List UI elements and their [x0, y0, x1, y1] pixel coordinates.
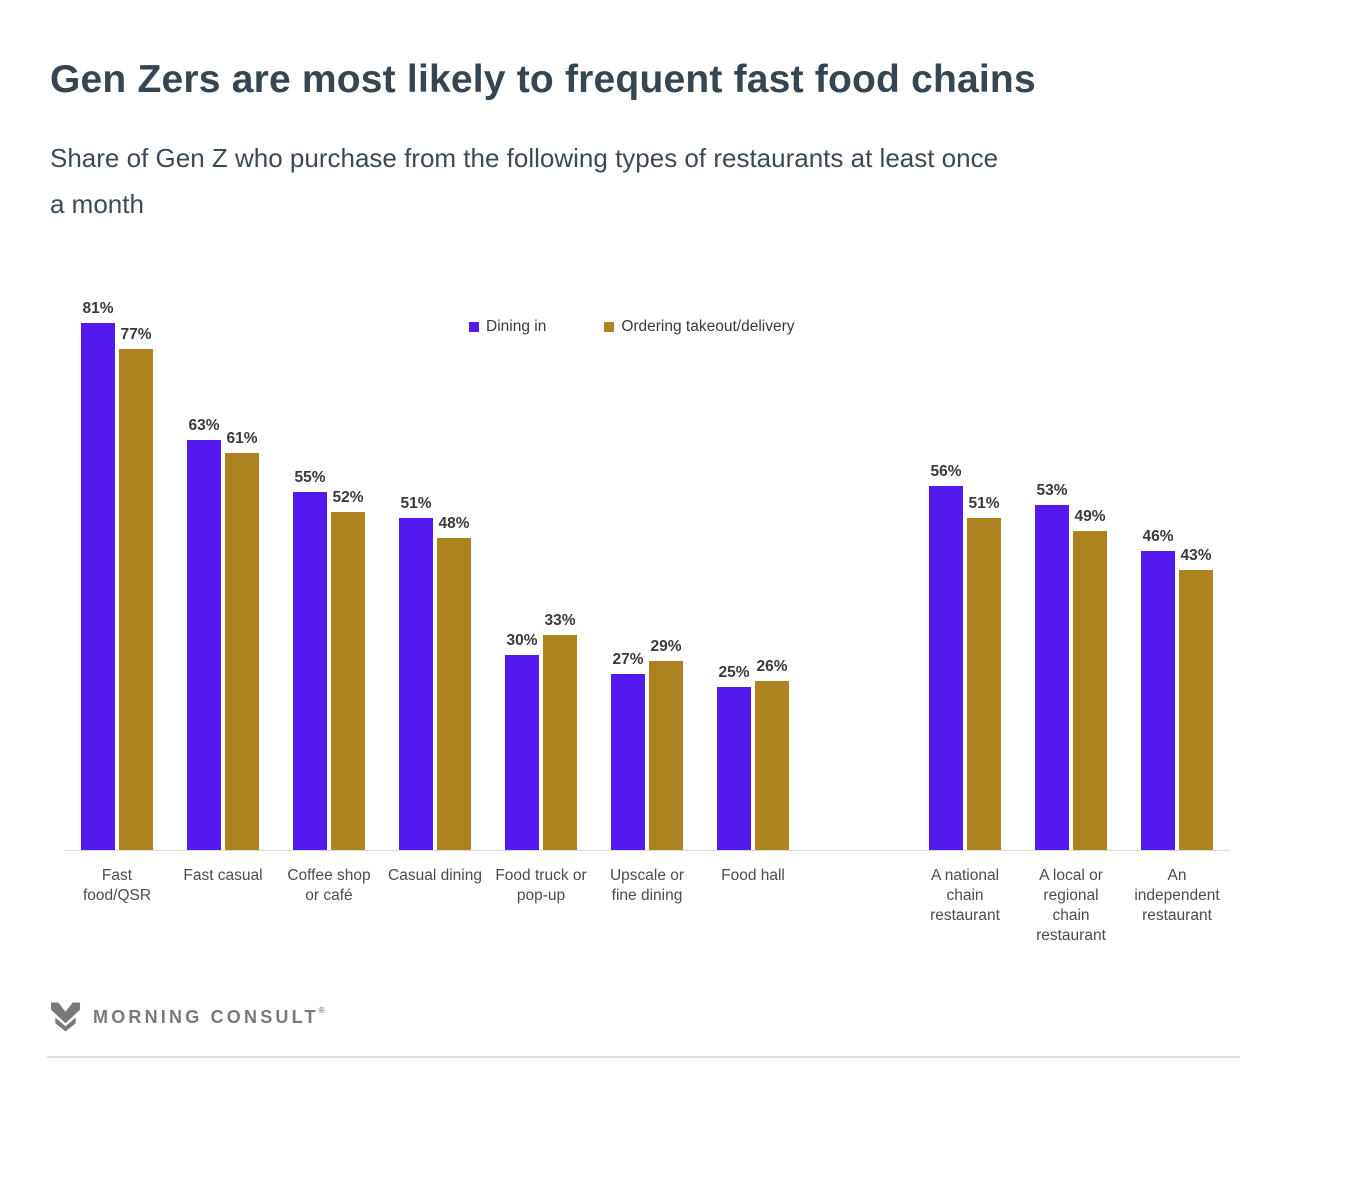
- bar-value-label: 53%: [1036, 482, 1068, 500]
- bar-takeout-delivery: 77%: [119, 326, 153, 850]
- bar-dining-in: 27%: [611, 651, 645, 850]
- bar-value-label: 29%: [650, 638, 682, 656]
- bar-group: 46% 43%: [1124, 291, 1230, 850]
- registered-mark: ®: [318, 1005, 325, 1015]
- bar-value-label: 49%: [1074, 508, 1106, 526]
- bar-dining-in: 63%: [187, 417, 221, 850]
- bar-dining-in: 25%: [717, 664, 751, 850]
- bar-value-label: 81%: [82, 300, 114, 318]
- category-label: An independent restaurant: [1134, 866, 1220, 924]
- bar-value-label: 27%: [612, 651, 644, 669]
- page: Gen Zers are most likely to frequent fas…: [47, 58, 1310, 1058]
- bar-dining-in: 56%: [929, 463, 963, 850]
- category-label: Food hall: [721, 866, 785, 884]
- category-label: Coffee shop or café: [287, 866, 371, 904]
- bar-group: 30% 33%: [488, 291, 594, 850]
- category-label: A local or regional chain restaurant: [1036, 866, 1106, 944]
- chart-legend: Dining in Ordering takeout/delivery: [469, 318, 794, 336]
- bar-value-label: 43%: [1180, 547, 1212, 565]
- legend-item-dining-in: Dining in: [469, 318, 546, 336]
- footer-divider: [47, 1055, 1240, 1058]
- bar-value-label: 77%: [120, 326, 152, 344]
- bar-dining-in: 81%: [81, 300, 115, 850]
- category-axis: Fast food/QSR Fast casual Coffee shop or c…: [64, 866, 1230, 946]
- bar-group: 27% 29%: [594, 291, 700, 850]
- bar-group: 51% 48%: [382, 291, 488, 850]
- bar-dining-in: 46%: [1141, 528, 1175, 850]
- page-title: Gen Zers are most likely to frequent fas…: [50, 58, 1036, 101]
- page-subtitle: Share of Gen Z who purchase from the fol…: [50, 142, 999, 219]
- category-label: Casual dining: [388, 866, 482, 884]
- bar-value-label: 48%: [438, 514, 470, 532]
- bar-takeout-delivery: 61%: [225, 430, 259, 850]
- bar-value-label: 25%: [718, 664, 750, 682]
- bar-dining-in: 53%: [1035, 482, 1069, 850]
- bar-takeout-delivery: 29%: [649, 638, 683, 850]
- bar-value-label: 61%: [226, 430, 258, 448]
- bar-value-label: 63%: [188, 417, 220, 435]
- bar-group: 53% 49%: [1018, 291, 1124, 850]
- bar-value-label: 55%: [294, 469, 326, 487]
- bar-group: 55% 52%: [276, 291, 382, 850]
- bar-group: 25% 26%: [700, 291, 806, 850]
- legend-label: Ordering takeout/delivery: [621, 317, 795, 335]
- bar-takeout-delivery: 51%: [967, 495, 1001, 850]
- legend-item-takeout-delivery: Ordering takeout/delivery: [604, 318, 794, 336]
- bar-group: 63% 61%: [170, 291, 276, 850]
- legend-label: Dining in: [486, 317, 547, 335]
- takeout-delivery-swatch-icon: [604, 321, 615, 332]
- bar-value-label: 51%: [400, 495, 432, 513]
- bar-value-label: 51%: [968, 495, 1000, 513]
- morning-consult-logo-icon: [50, 1002, 81, 1032]
- dining-in-swatch-icon: [469, 321, 479, 332]
- bar-value-label: 33%: [544, 612, 576, 630]
- bar-value-label: 52%: [332, 488, 364, 506]
- bar-group: 81% 77%: [64, 291, 170, 850]
- footer: MORNING CONSULT®: [50, 1002, 1310, 1032]
- bar-chart: Dining in Ordering takeout/delivery 81% 7…: [64, 291, 1230, 946]
- bar-takeout-delivery: 26%: [755, 658, 789, 850]
- bar-value-label: 46%: [1142, 527, 1174, 545]
- category-label: Upscale or fine dining: [609, 866, 685, 904]
- bar-takeout-delivery: 33%: [543, 612, 577, 850]
- group-spacer: [806, 866, 912, 867]
- bar-dining-in: 51%: [399, 495, 433, 850]
- category-label: Fast food/QSR: [82, 866, 152, 904]
- category-label: Food truck or pop-up: [495, 866, 587, 904]
- plot-area: 81% 77% 63% 61% 55% 52% 51% 48% 30% 33% 27% 29% 25% 2…: [64, 291, 1230, 851]
- brand-wordmark: MORNING CONSULT®: [93, 1005, 325, 1027]
- bar-takeout-delivery: 52%: [331, 489, 365, 850]
- bar-group: 56% 51%: [912, 291, 1018, 850]
- bar-value-label: 30%: [506, 631, 538, 649]
- bar-dining-in: 30%: [505, 632, 539, 850]
- bar-value-label: 26%: [756, 657, 788, 675]
- bar-value-label: 56%: [930, 462, 962, 480]
- category-label: Fast casual: [183, 866, 263, 884]
- bar-takeout-delivery: 49%: [1073, 508, 1107, 850]
- bar-dining-in: 55%: [293, 469, 327, 850]
- category-label: A national chain restaurant: [930, 866, 1000, 924]
- bar-takeout-delivery: 48%: [437, 515, 471, 850]
- bar-takeout-delivery: 43%: [1179, 547, 1213, 850]
- group-spacer: [806, 849, 912, 850]
